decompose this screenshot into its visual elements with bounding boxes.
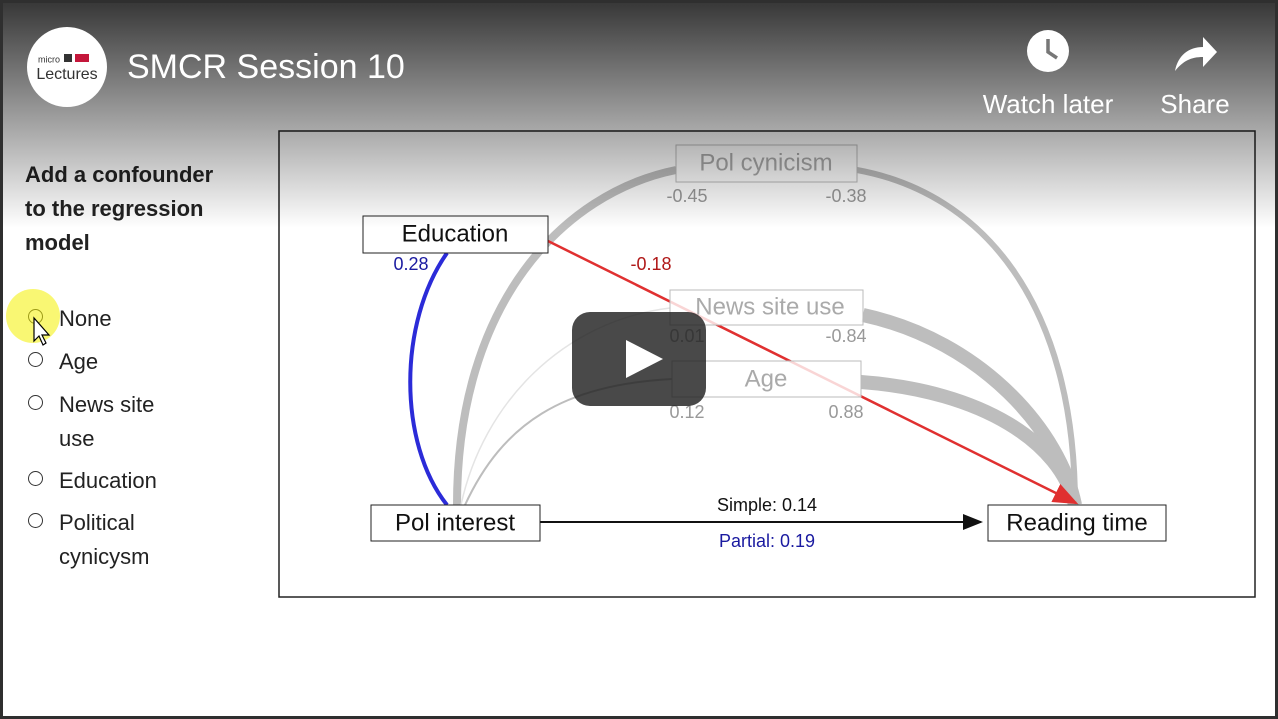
node-label: Pol interest [395,509,515,536]
edge-label: -0.84 [825,326,866,346]
edge-label: -0.38 [825,186,866,206]
edge-label: Partial: 0.19 [719,531,815,551]
node-label: Age [745,365,788,392]
node-box [370,504,541,542]
edge-label: -0.18 [630,254,671,274]
node-label: Education [402,220,509,247]
edge-label: Simple: 0.14 [717,495,817,515]
diagram: Pol cynicism Education News site use Age… [3,3,1275,598]
radio[interactable] [28,395,43,410]
logo-mark [64,54,72,62]
option[interactable]: Age [59,349,99,374]
radio[interactable] [28,471,43,486]
radio[interactable] [28,352,43,367]
node-label: News site use [695,293,844,320]
cursor-highlight [6,289,60,343]
logo-mark [75,54,89,62]
logo-text: Lectures [36,66,97,83]
edge-label: 0.12 [669,402,704,422]
option[interactable]: Education [59,468,157,493]
edge-label: 0.28 [393,254,428,274]
node-label: Reading time [1006,509,1147,536]
watch-later[interactable]: Watch later [983,89,1114,119]
edge-label: 0.88 [828,402,863,422]
video-title[interactable]: SMCR Session 10 [127,48,405,86]
node-label: Pol cynicism [699,149,832,176]
share[interactable]: Share [1160,89,1229,119]
option[interactable]: None [59,306,112,331]
cursor [33,316,51,346]
share-icon[interactable] [1175,37,1217,71]
channel-logo[interactable] [27,27,107,107]
edge-label: -0.45 [666,186,707,206]
radio[interactable] [28,513,43,528]
option[interactable]: Political cynicysm [59,510,150,569]
option[interactable]: News site use [59,392,155,451]
logo-text: micro [38,54,60,64]
node-box [987,504,1167,542]
